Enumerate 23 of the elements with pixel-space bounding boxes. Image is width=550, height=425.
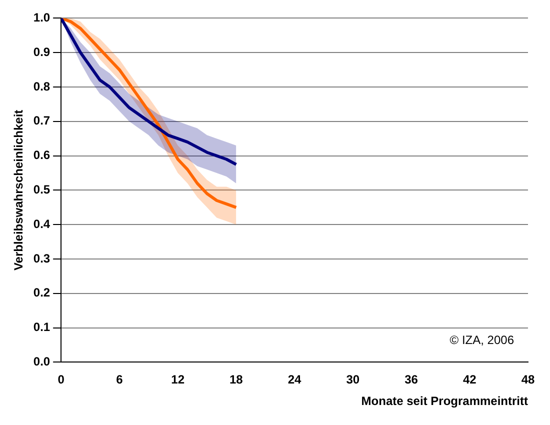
x-tick-label: 42 xyxy=(462,372,477,387)
y-tick-label: 0.1 xyxy=(33,320,50,334)
x-tick-label: 18 xyxy=(229,372,244,387)
x-tick-label: 24 xyxy=(288,372,302,387)
x-tick-label: 0 xyxy=(58,372,65,387)
x-tick-label: 12 xyxy=(171,372,185,387)
annotation: © IZA, 2006 xyxy=(450,333,514,348)
y-tick-label: 0.3 xyxy=(33,251,50,266)
y-tick-label: 0.2 xyxy=(33,286,50,300)
x-tick-label: 36 xyxy=(404,372,418,387)
y-tick-label: 0.4 xyxy=(33,216,50,231)
y-tick-label: 1.0 xyxy=(33,10,50,25)
x-tick-label: 30 xyxy=(346,372,360,387)
y-tick-label: 0.5 xyxy=(33,182,50,197)
x-tick-label: 48 xyxy=(521,372,535,387)
y-tick-label: 0.6 xyxy=(33,148,50,162)
y-tick-label: 0.9 xyxy=(33,44,50,59)
y-tick-label: 0.0 xyxy=(33,354,50,369)
y-tick-label: 0.8 xyxy=(33,79,50,94)
x-axis-title: Monate seit Programmeintritt xyxy=(361,394,528,408)
y-tick-label: 0.7 xyxy=(33,114,50,128)
y-axis-title: Verbleibswahrscheinlichkeit xyxy=(12,110,26,271)
x-tick-label: 6 xyxy=(116,372,124,387)
